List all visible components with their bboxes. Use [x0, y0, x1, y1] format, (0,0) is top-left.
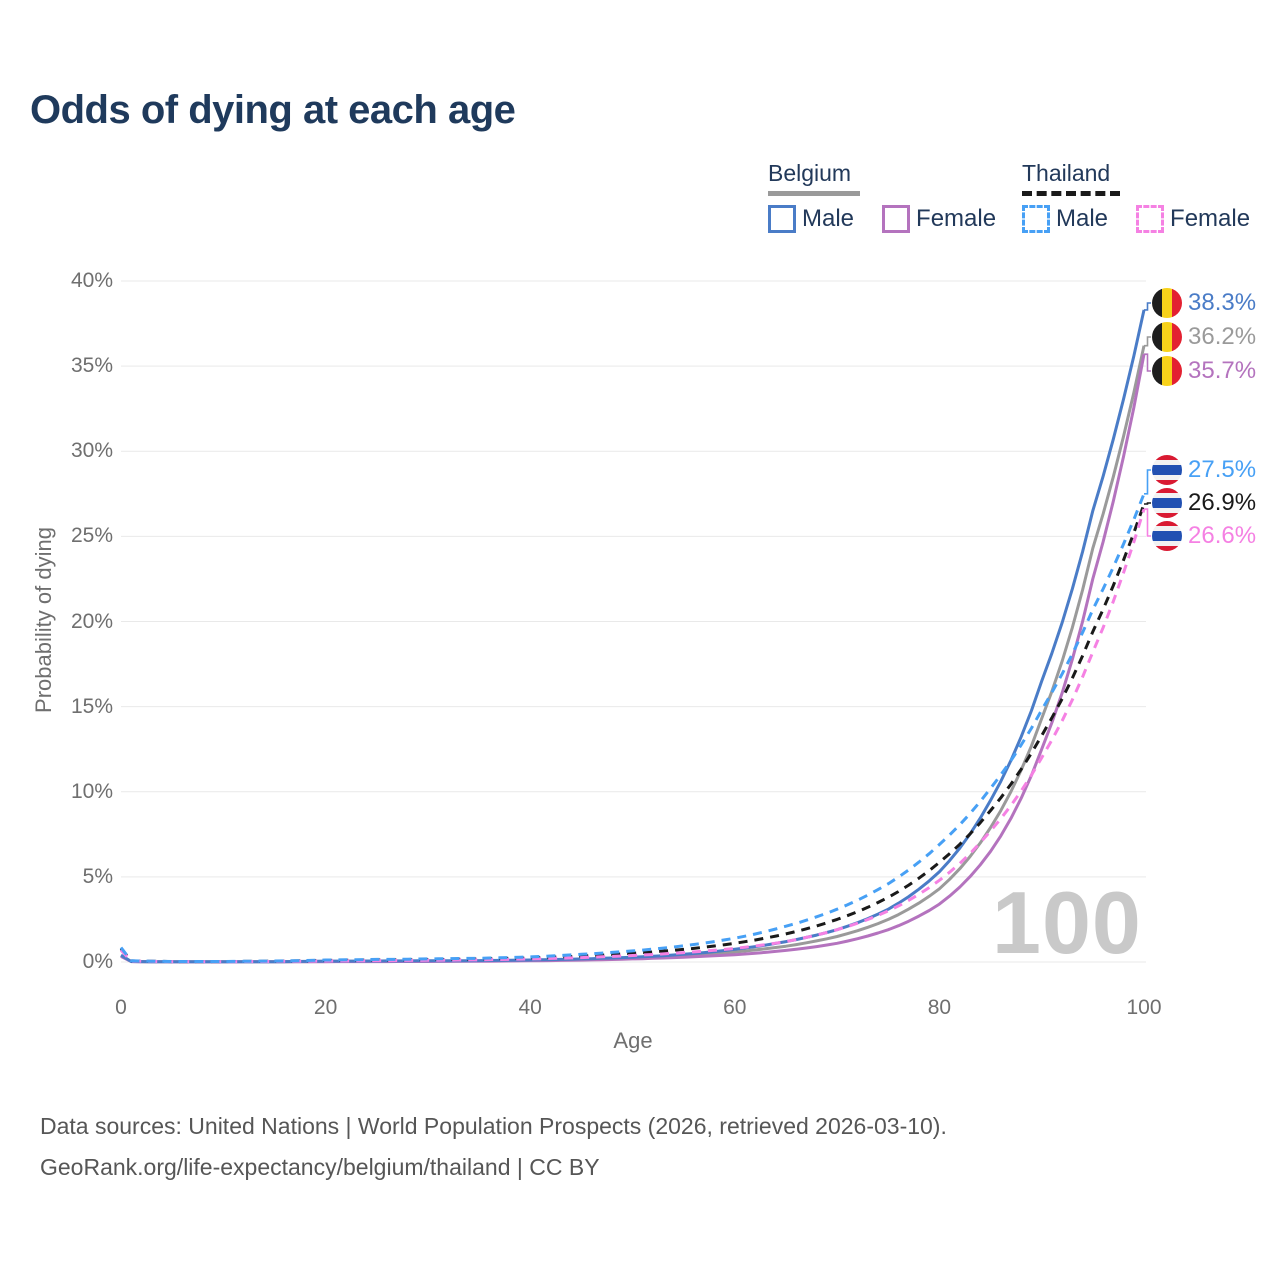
- legend-item-label: Male: [802, 205, 855, 232]
- end-label-connector: [1144, 502, 1151, 505]
- series-line-thailand-male[interactable]: [119, 493, 1146, 963]
- thailand-line-swatch: [1022, 191, 1120, 196]
- legend-item-thailand-female[interactable]: Female: [1136, 205, 1250, 233]
- series-line-belgium-both-sexes[interactable]: [120, 345, 1146, 964]
- end-label-connector: [1144, 336, 1151, 347]
- series-line-thailand-female[interactable]: [119, 508, 1146, 964]
- legend-item-belgium-male[interactable]: Male: [768, 205, 854, 233]
- x-axis-title: Age: [613, 1028, 653, 1053]
- dashed-line-swatch-icon: [1022, 205, 1050, 233]
- legend-item-label: Female: [916, 205, 997, 232]
- legend-item-label: Male: [1056, 205, 1109, 232]
- footer-data-sources: Data sources: United Nations | World Pop…: [40, 1113, 947, 1139]
- legend-country-label-belgium: Belgium: [768, 160, 852, 186]
- legend-items-thailand: Male Female: [1022, 205, 1250, 233]
- legend-group-belgium: Belgium Male Female: [768, 160, 996, 233]
- legend-item-belgium-female[interactable]: Female: [882, 205, 996, 233]
- page-title: Odds of dying at each age: [30, 88, 516, 132]
- legend-country-label-thailand: Thailand: [1022, 160, 1111, 186]
- end-label-connector: [1144, 353, 1151, 372]
- end-label-connector: [1144, 469, 1151, 495]
- dashed-line-swatch-icon: [1136, 205, 1165, 233]
- solid-line-swatch-icon: [768, 205, 796, 233]
- series-line-belgium-male[interactable]: [120, 309, 1146, 964]
- hover-age-watermark: 100: [992, 873, 1142, 972]
- footer: Data sources: United Nations | World Pop…: [40, 1106, 947, 1188]
- legend-item-thailand-male[interactable]: Male: [1022, 205, 1108, 233]
- footer-attribution-link: GeoRank.org/life-expectancy/belgium/thai…: [40, 1154, 600, 1180]
- end-label-connector: [1144, 302, 1151, 311]
- solid-line-swatch-icon: [882, 205, 911, 233]
- legend-items-belgium: Male Female: [768, 205, 996, 233]
- legend-group-thailand: Thailand Male Female: [1022, 160, 1250, 233]
- end-label-connector: [1144, 508, 1151, 537]
- legend-item-label: Female: [1170, 205, 1251, 232]
- series-line-thailand-both-sexes[interactable]: [119, 503, 1146, 964]
- series-line-belgium-female[interactable]: [120, 353, 1146, 964]
- belgium-line-swatch: [768, 191, 860, 196]
